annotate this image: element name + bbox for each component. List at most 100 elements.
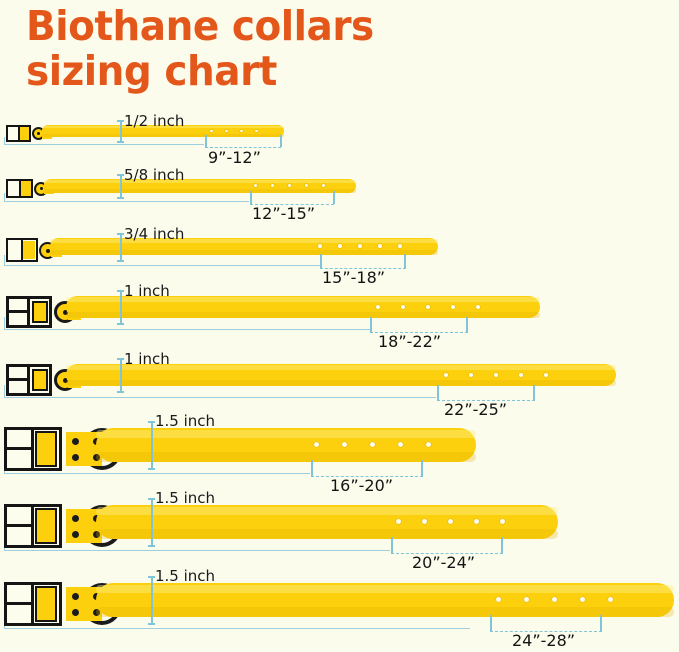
buckle-rivet [72, 438, 79, 445]
strap-hole [469, 372, 474, 377]
strap-hole [401, 304, 406, 309]
range-dash-line [391, 553, 503, 554]
strap-hole [225, 129, 228, 133]
strap-hole [608, 597, 614, 603]
strap-hole [210, 129, 213, 133]
range-label: 18”-22” [378, 332, 442, 351]
d-ring-center [37, 132, 40, 135]
buckle-large [4, 582, 122, 626]
range-dash-line [311, 476, 423, 477]
baseline [4, 550, 390, 551]
strap-hole [358, 244, 362, 248]
width-dimension-cap-top [117, 358, 124, 360]
baseline-tick-left [4, 385, 5, 398]
collar-strap [42, 125, 284, 137]
width-dimension-cap-bottom [117, 141, 124, 143]
strap-hole [496, 597, 502, 603]
baseline-tick-left [4, 255, 5, 266]
range-tick-right [466, 317, 468, 332]
strap-hole [494, 372, 499, 377]
strap-hole [500, 519, 506, 525]
buckle-tongue [35, 508, 57, 544]
range-dash-line [320, 268, 406, 269]
width-dimension-cap-top [148, 421, 155, 423]
baseline [4, 265, 320, 266]
range-dash-line [490, 631, 602, 632]
strap-shadow [96, 452, 476, 462]
strap-hole [338, 244, 342, 248]
buckle-rivet [93, 609, 100, 616]
baseline-tick-left [4, 317, 5, 330]
strap-shadow [44, 189, 356, 193]
strap-highlight [96, 585, 674, 593]
strap-hole [544, 372, 549, 377]
range-label: 16”-20” [330, 476, 394, 495]
strap-hole [476, 304, 481, 309]
buckle-medium [6, 364, 82, 396]
baseline [4, 329, 370, 330]
strap-hole [422, 519, 428, 525]
range-label: 12”-15” [252, 204, 316, 223]
strap-shadow [50, 250, 438, 255]
buckle-crossbar [6, 310, 27, 313]
buckle-divider [19, 179, 21, 198]
chart-title: Biothane collars sizing chart [26, 4, 456, 94]
width-dimension-line [120, 174, 122, 198]
title-line-1: Biothane collars [26, 2, 374, 50]
strap-hole [474, 519, 480, 525]
strap-hole [376, 304, 381, 309]
strap-shadow [42, 133, 284, 137]
strap-shadow [66, 311, 540, 318]
buckle-crossbar [4, 447, 32, 450]
strap-shadow [96, 529, 558, 539]
buckle-rivet [72, 454, 79, 461]
buckle-tongue [35, 586, 57, 622]
strap-hole [451, 304, 456, 309]
width-dimension-cap-top [148, 498, 155, 500]
strap-hole [314, 442, 320, 448]
range-tick-right [333, 191, 335, 204]
range-tick-left [250, 191, 252, 204]
strap-hole [396, 519, 402, 525]
buckle-crossbar [4, 524, 32, 527]
buckle-divider [27, 364, 30, 396]
buckle-crossbar [4, 602, 32, 605]
strap-hole [426, 442, 432, 448]
strap-hole [342, 442, 348, 448]
strap-hole [271, 184, 274, 187]
strap-hole [448, 519, 454, 525]
range-tick-left [437, 385, 439, 400]
strap-shadow [96, 607, 674, 617]
width-dimension-cap-bottom [117, 197, 124, 199]
strap-hole [305, 184, 308, 187]
strap-shadow [66, 379, 616, 386]
width-label: 3/4 inch [124, 225, 185, 243]
strap-highlight [66, 365, 616, 371]
width-dimension-cap-top [117, 120, 124, 122]
range-dash-line [250, 204, 334, 205]
collar-strap [66, 364, 616, 386]
range-tick-right [280, 135, 282, 147]
width-label: 1 inch [124, 282, 170, 300]
strap-hole [318, 244, 322, 248]
buckle-divider [31, 427, 34, 471]
buckle-rivet [93, 454, 100, 461]
baseline [4, 397, 436, 398]
baseline [4, 473, 310, 474]
d-ring-center [39, 187, 43, 190]
strap-hole [378, 244, 382, 248]
width-dimension-cap-top [148, 576, 155, 578]
range-tick-right [421, 460, 423, 476]
strap-hole [255, 129, 258, 133]
range-dash-line [437, 400, 535, 401]
width-dimension-line [151, 421, 153, 469]
width-dimension-line [120, 290, 122, 324]
buckle-divider [27, 296, 30, 328]
range-tick-left [391, 537, 393, 553]
width-dimension-cap-top [117, 233, 124, 235]
strap-highlight [66, 297, 540, 303]
strap-hole [444, 372, 449, 377]
range-tick-right [501, 537, 503, 553]
strap-hole [322, 184, 325, 187]
